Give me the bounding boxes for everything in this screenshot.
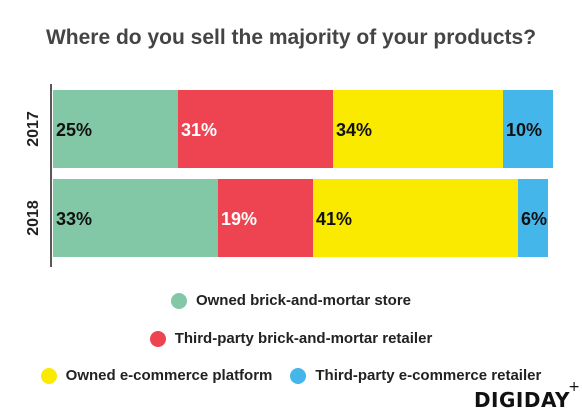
legend-swatch-owned-ecommerce bbox=[40, 367, 57, 384]
legend-item-owned-store: Owned brick-and-mortar store bbox=[170, 292, 412, 309]
legend-row-3: Owned e-commerce platform Third-party e-… bbox=[0, 367, 582, 384]
data-label-2017-2: 34% bbox=[336, 120, 372, 140]
data-label-2018-3: 6% bbox=[521, 209, 547, 229]
bar-segment-2018-1 bbox=[218, 179, 313, 257]
digiday-logo: DIGIDAY bbox=[473, 388, 570, 412]
bar-segment-2018-0 bbox=[53, 179, 218, 257]
data-label-2017-0: 25% bbox=[56, 120, 92, 140]
bar-segment-2017-1 bbox=[178, 90, 333, 168]
bar-segment-2017-3 bbox=[503, 90, 553, 168]
data-label-2018-0: 33% bbox=[56, 209, 92, 229]
legend-label-owned-store: Owned brick-and-mortar store bbox=[195, 292, 412, 309]
chart-title: Where do you sell the majority of your p… bbox=[45, 26, 537, 49]
stacked-bar-chart: 2017 25% 31% 34% 10% 2018 33% 19% 41% 6% bbox=[25, 84, 553, 267]
legend-row-2: Third-party brick-and-mortar retailer bbox=[0, 330, 582, 347]
legend-label-third-party-ecommerce: Third-party e-commerce retailer bbox=[315, 367, 542, 384]
data-label-2018-1: 19% bbox=[221, 209, 257, 229]
category-label-2017: 2017 bbox=[25, 111, 42, 147]
legend-item-third-party-ecommerce: Third-party e-commerce retailer bbox=[290, 367, 541, 384]
legend-row-1: Owned brick-and-mortar store bbox=[0, 292, 582, 309]
data-label-2017-1: 31% bbox=[181, 120, 217, 140]
legend-label-third-party-store: Third-party brick-and-mortar retailer bbox=[174, 330, 433, 347]
data-label-2017-3: 10% bbox=[506, 120, 542, 140]
legend-swatch-third-party-ecommerce bbox=[290, 367, 307, 384]
legend-swatch-third-party-store bbox=[149, 330, 166, 347]
bar-segment-2018-2 bbox=[313, 179, 518, 257]
bar-segment-2017-0 bbox=[53, 90, 178, 168]
digiday-logo-plus: + bbox=[568, 379, 580, 395]
legend-item-owned-ecommerce: Owned e-commerce platform bbox=[40, 367, 273, 384]
category-label-2018: 2018 bbox=[25, 200, 42, 236]
data-label-2018-2: 41% bbox=[316, 209, 352, 229]
bar-segment-2017-2 bbox=[333, 90, 503, 168]
legend-item-third-party-store: Third-party brick-and-mortar retailer bbox=[149, 330, 433, 347]
bar-segment-2018-3 bbox=[518, 179, 548, 257]
legend-swatch-owned-store bbox=[170, 292, 187, 309]
legend-label-owned-ecommerce: Owned e-commerce platform bbox=[65, 367, 273, 384]
